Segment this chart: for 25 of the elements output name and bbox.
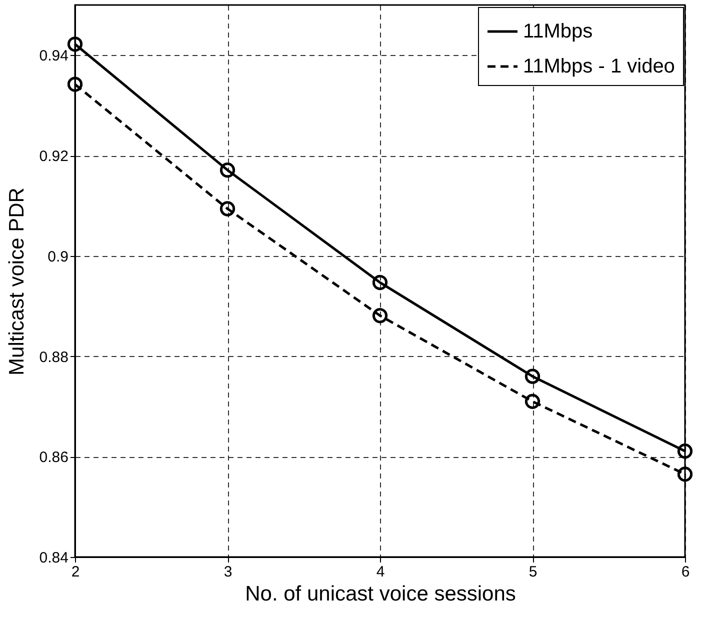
x-tick-label: 5 [528,564,538,580]
legend-label: 11Mbps [523,20,593,42]
point [524,394,540,409]
x-axis-title: No. of unicast voice sessions [245,582,516,606]
point [67,76,83,92]
point [220,201,236,216]
x-tick-label: 4 [376,564,385,580]
x-tick-label: 2 [71,564,80,580]
point [372,274,388,290]
y-tick-label: 0.92 [39,148,68,166]
point [677,466,693,482]
point [372,308,388,324]
x-tick-label: 6 [681,564,690,580]
point [677,444,693,459]
point [67,36,83,52]
y-tick-label: 0.94 [39,48,68,65]
y-tick-label: 0.88 [39,348,68,366]
point [220,162,236,178]
y-axis-title: Multicast voice PDR [5,188,28,376]
y-tick-label: 0.9 [48,248,68,266]
y-tick-label: 0.86 [39,449,68,466]
y-tick-label: 0.84 [39,550,68,566]
point [524,368,540,384]
legend-label: 11Mbps - 1 video [523,56,675,78]
x-tick-label: 3 [224,564,232,580]
